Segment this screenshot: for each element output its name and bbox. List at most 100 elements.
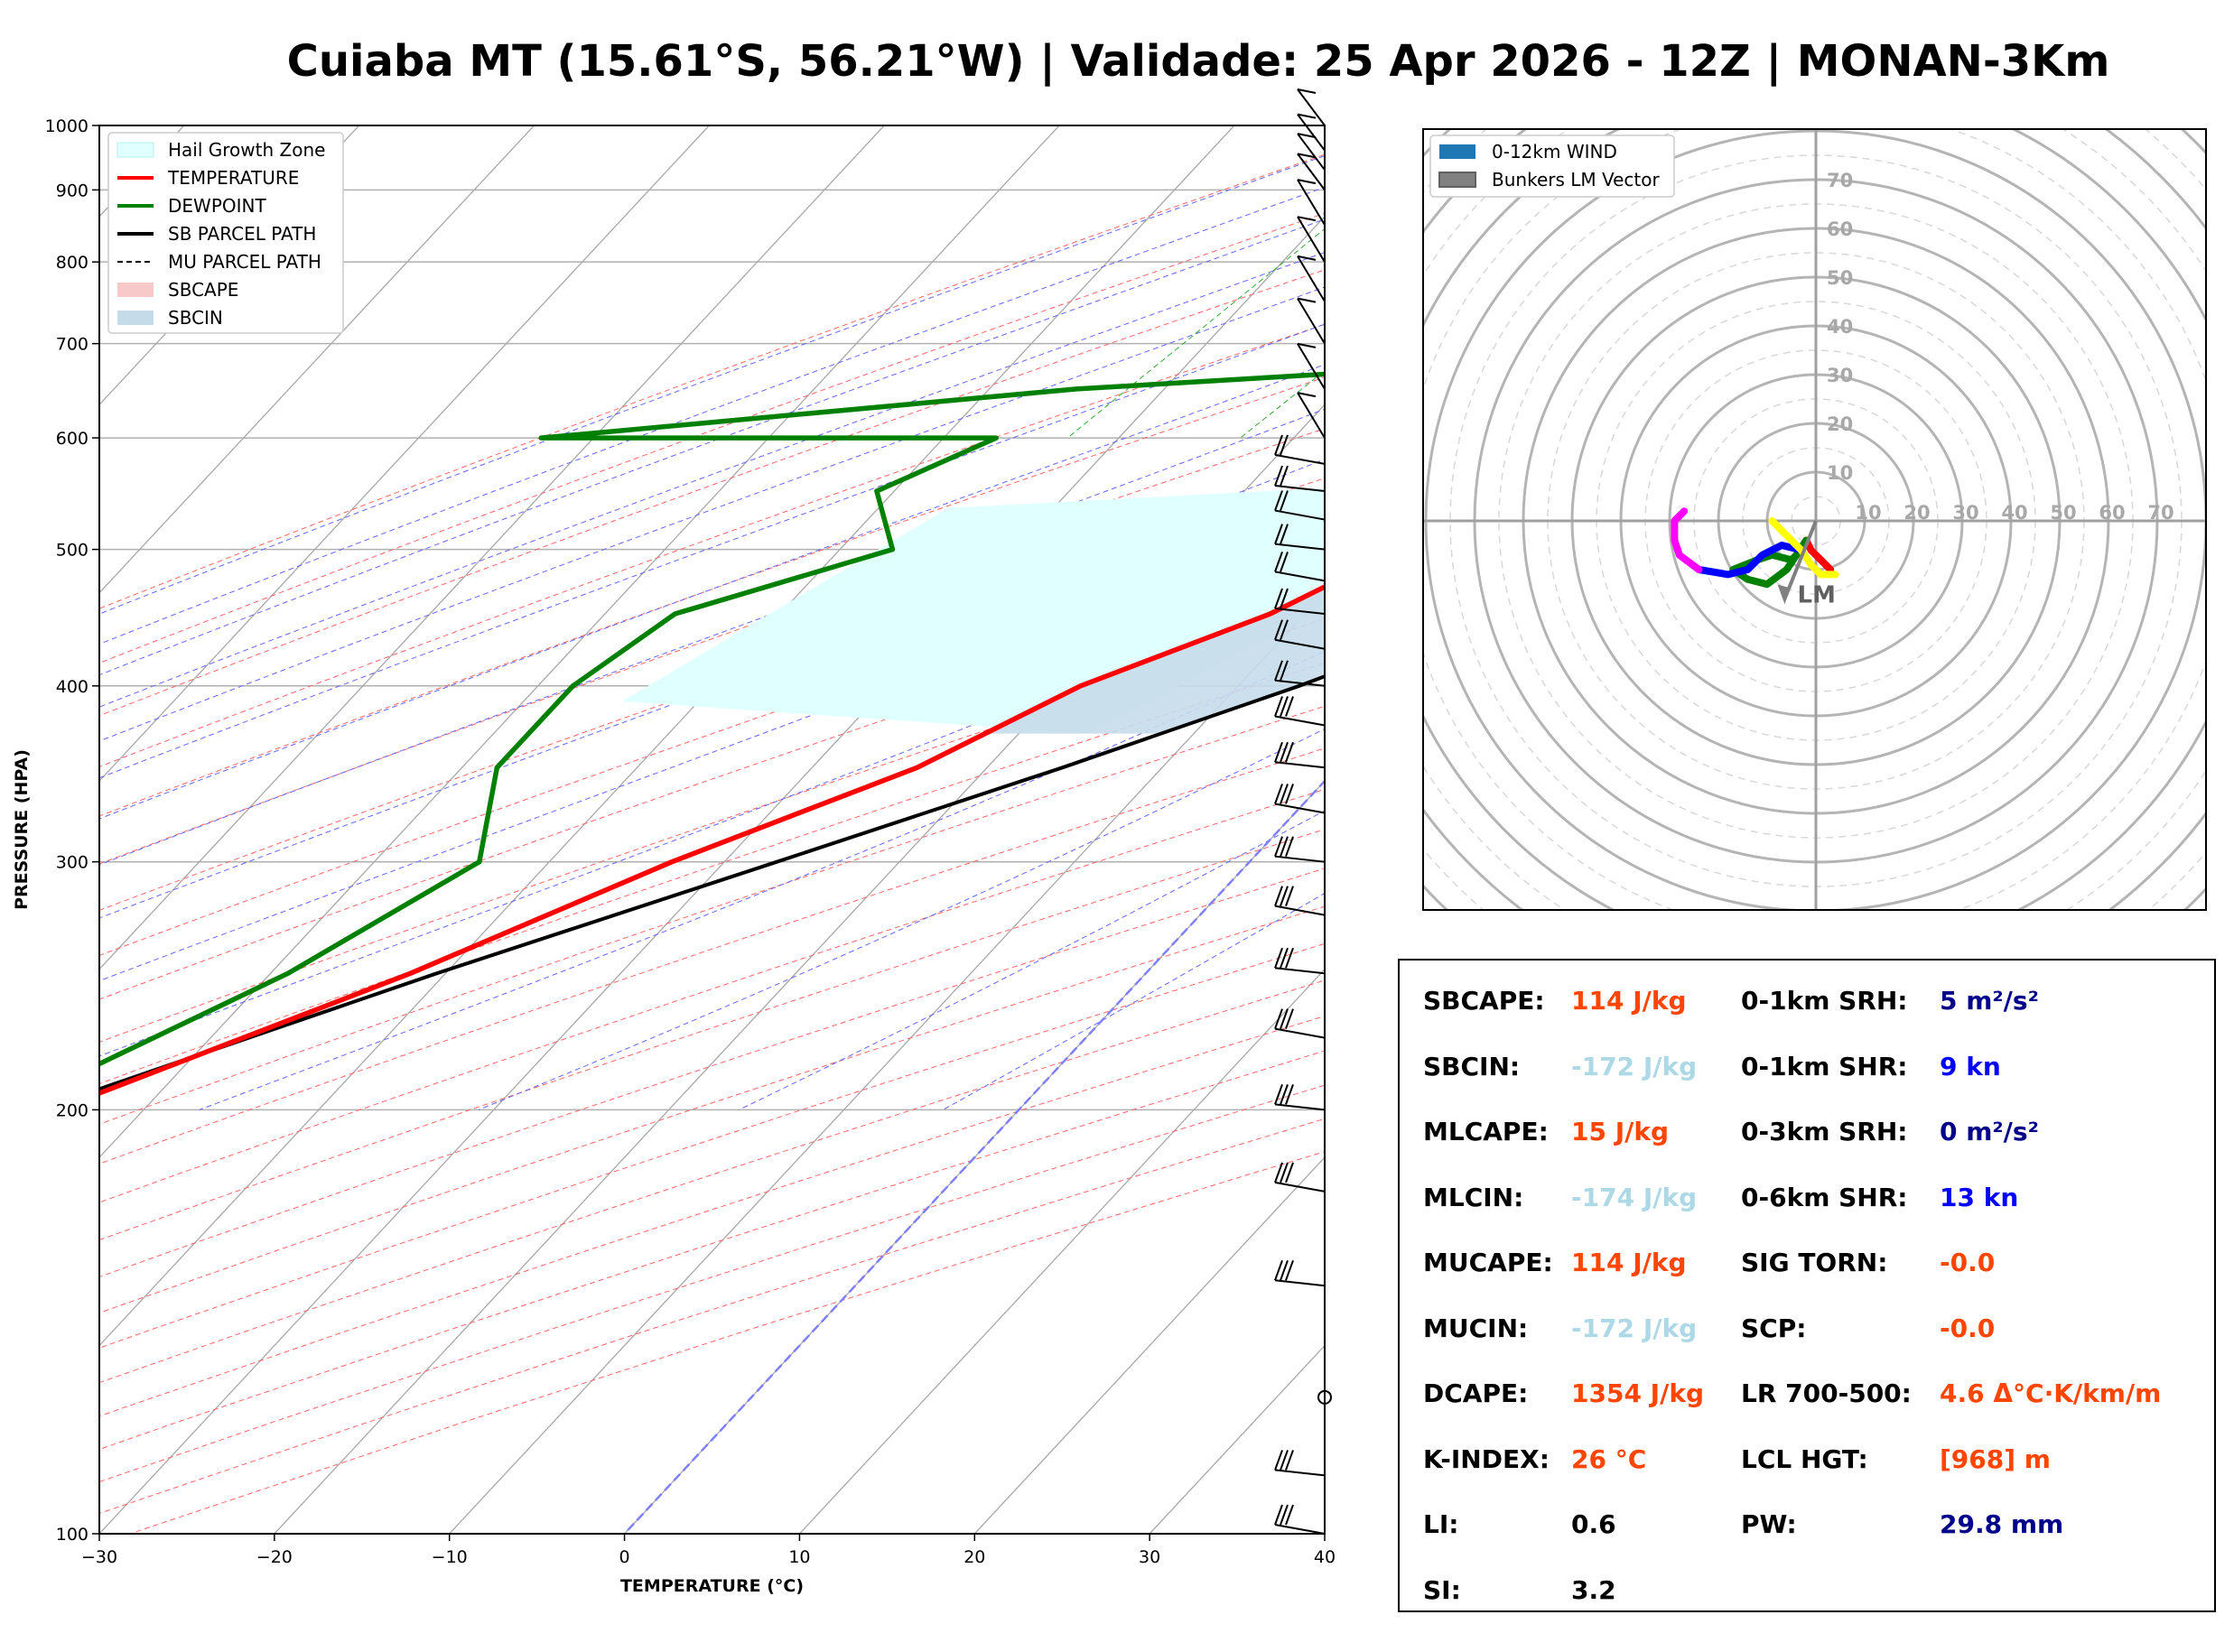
stat-value: 29.8 mm (1940, 1509, 2064, 1539)
barb-staff (1274, 1279, 1326, 1287)
barb-staff (1274, 715, 1326, 727)
y-tick-label: 200 (56, 1100, 88, 1120)
dry-adiabat (99, 572, 1325, 1000)
legend-label: 0-12km WIND (1492, 141, 1617, 162)
barb-feather (1274, 490, 1283, 511)
barb-feather (1274, 1504, 1283, 1526)
barb-staff (1274, 509, 1326, 521)
wind-barb (1297, 342, 1326, 390)
wind-barb (1274, 784, 1326, 814)
barb-feather (1285, 696, 1294, 717)
x-tick-label: 40 (1314, 1547, 1336, 1567)
y-tick-label: 800 (56, 253, 88, 273)
y-tick-label: 300 (56, 853, 88, 873)
barb-staff (1274, 679, 1326, 687)
barb-feather (1285, 741, 1294, 763)
barb-feather (1297, 342, 1317, 348)
y-tick-label: 500 (56, 541, 88, 561)
stat-label: DCAPE: (1423, 1378, 1529, 1408)
hodograph-ring (1255, 0, 2234, 1081)
barb-staff (1274, 905, 1326, 916)
wind-barb (1274, 741, 1326, 769)
barb-staff (1274, 1103, 1326, 1111)
stat-value: -0.0 (1940, 1313, 1996, 1343)
wind-barbs (1274, 88, 1332, 1535)
ring-label-y: 70 (1827, 170, 1853, 191)
barb-feather (1274, 1450, 1283, 1471)
dewpoint-line (99, 371, 1325, 1067)
stat-value: 15 J/kg (1571, 1117, 1670, 1146)
wind-barb (1274, 1259, 1326, 1287)
wind-barb (1274, 1504, 1326, 1535)
barb-feather (1274, 588, 1283, 609)
isotherm-line (0, 125, 9, 1534)
x-tick-label: 30 (1139, 1547, 1160, 1567)
stat-value: 3.2 (1571, 1574, 1616, 1605)
bunkers-lm-vector (1783, 520, 1818, 600)
barb-staff (1274, 855, 1326, 863)
ring-label-y: 50 (1827, 267, 1853, 289)
wind-barb (1274, 1162, 1326, 1193)
hodograph-segment (1768, 517, 1839, 579)
x-tick-label: −20 (256, 1547, 293, 1567)
stat-label: 0-3km SRH: (1741, 1117, 1908, 1146)
barb-feather (1274, 552, 1283, 572)
wind-barb (1274, 1450, 1326, 1477)
isotherm-line (99, 125, 1060, 1159)
barb-staff (1274, 543, 1326, 551)
barb-staff (1297, 255, 1326, 302)
stat-label: SBCAPE: (1423, 986, 1545, 1016)
stat-label: 0-6km SHR: (1741, 1182, 1908, 1212)
barb-feather (1280, 588, 1289, 609)
wind-barb (1274, 1008, 1326, 1039)
stat-value: -172 J/kg (1571, 1313, 1698, 1343)
dry-adiabat (99, 942, 1325, 1349)
barb-staff (1274, 1469, 1326, 1477)
barb-feather (1280, 886, 1289, 906)
wind-barb (1274, 886, 1326, 916)
barb-feather (1297, 392, 1317, 398)
dry-adiabat (99, 705, 1325, 1125)
legend-label: SB PARCEL PATH (168, 223, 316, 245)
wind-barb (1297, 179, 1326, 226)
barb-staff (1297, 133, 1326, 171)
ring-label-x: 20 (1904, 502, 1930, 524)
isotherm-line (973, 1156, 1325, 1534)
isotherm-line (99, 125, 360, 406)
moist-adiabat (99, 408, 1325, 866)
skewt-plot-area (0, 125, 2234, 1534)
barb-feather (1274, 434, 1283, 456)
dry-adiabat (99, 747, 1325, 1165)
stat-label: K-INDEX: (1423, 1443, 1550, 1474)
wind-barb (1297, 392, 1326, 439)
barb-staff (1274, 607, 1326, 615)
barb-feather (1274, 1008, 1283, 1029)
hodograph-segment (1695, 542, 1805, 579)
wind-barb (1297, 153, 1326, 190)
wind-barb (1297, 255, 1326, 302)
wind-barb (1274, 465, 1326, 493)
x-tick-label: 0 (619, 1547, 630, 1567)
barb-feather (1280, 552, 1289, 572)
wind-barb (1274, 660, 1326, 687)
wind-barb (1274, 947, 1326, 975)
barb-feather (1274, 619, 1283, 641)
legend-label: MU PARCEL PATH (168, 251, 321, 273)
barb-feather (1297, 179, 1317, 185)
legend-label: Hail Growth Zone (168, 139, 325, 161)
mixing-ratio-line (1066, 227, 1325, 439)
stat-label: LCL HGT: (1741, 1443, 1868, 1474)
barb-feather (1280, 696, 1289, 717)
hodograph-segment (1671, 507, 1703, 573)
isotherm-line (99, 125, 535, 594)
legend-label: SBCAPE (168, 279, 238, 301)
ring-label-y: 30 (1827, 365, 1853, 386)
barb-feather (1280, 619, 1289, 641)
barb-feather (1274, 696, 1283, 717)
barb-feather (1280, 784, 1289, 804)
barb-feather (1285, 1084, 1294, 1105)
legend-label: Bunkers LM Vector (1492, 169, 1661, 190)
mixing-ratio-line (2023, 125, 2234, 438)
barb-feather (1274, 886, 1283, 906)
